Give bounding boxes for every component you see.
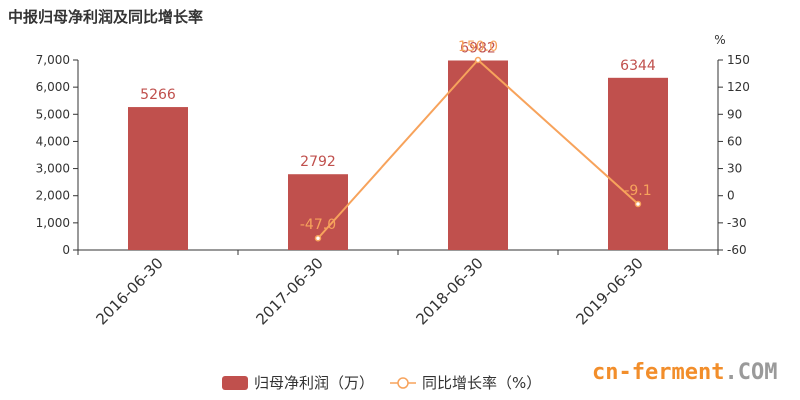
y-left-tick-label: 3,000 (36, 162, 70, 176)
y-left-tick-label: 6,000 (36, 80, 70, 94)
watermark-part1: cn-ferment (592, 360, 725, 385)
legend: 归母净利润（万） 同比增长率（%） (222, 372, 557, 393)
y-right-tick-label: -30 (727, 216, 747, 230)
line-series (314, 56, 642, 242)
legend-bar-swatch (222, 375, 248, 390)
y-left-tick-label: 5,000 (36, 107, 70, 121)
line-point (474, 56, 482, 64)
y-left-tick-label: 2,000 (36, 189, 70, 203)
x-tick-label: 2019-06-30 (572, 254, 646, 328)
y-right-tick-label: -60 (727, 243, 747, 257)
legend-line-label: 同比增长率（%） (422, 374, 542, 392)
bar-value-label: 2792 (300, 154, 336, 170)
y-left-tick-label: 4,000 (36, 134, 70, 148)
bar-value-label: 6344 (620, 58, 656, 74)
y-right-tick-label: 150 (727, 53, 750, 67)
line-point (634, 200, 642, 208)
chart-title: 中报归母净利润及同比增长率 (8, 8, 204, 26)
legend-item-line[interactable]: 同比增长率（%） (390, 372, 541, 393)
bar-value-label: 5266 (140, 87, 176, 103)
x-tick-label: 2017-06-30 (252, 254, 326, 328)
legend-item-bar[interactable]: 归母净利润（万） (222, 372, 374, 393)
line-value-label: 150.0 (458, 39, 498, 55)
bar-series (128, 60, 668, 251)
x-tick-label: 2016-06-30 (92, 254, 166, 328)
y-right-tick-label: 30 (727, 162, 742, 176)
y-right-tick-label: 120 (727, 80, 750, 94)
y-left-tick-label: 7,000 (36, 53, 70, 67)
legend-bar-label: 归母净利润（万） (254, 374, 375, 392)
y-right-tick-label: 60 (727, 134, 742, 148)
line-value-label: -9.1 (624, 183, 651, 199)
bar (608, 77, 668, 250)
data-labels: 5266 2792 6982 6344 -47.0 150.0 -9.1 (140, 39, 656, 233)
watermark-part2: .COM (724, 360, 778, 385)
bar-value-label: 6982 (460, 40, 496, 56)
y-left-tick-label: 1,000 (36, 216, 70, 230)
legend-line-swatch (390, 376, 417, 389)
x-tick-label: 2018-06-30 (412, 254, 486, 328)
y-left-tick-label: 0 (62, 243, 70, 257)
line-value-label: -47.0 (300, 217, 336, 233)
line-point (314, 234, 322, 242)
bar (128, 107, 188, 251)
watermark: cn-ferment.COM (592, 360, 777, 385)
y-right-tick-label: 0 (727, 189, 735, 203)
y-right-unit-label: % (714, 33, 725, 47)
y-right-tick-label: 90 (727, 107, 742, 121)
bar (448, 60, 508, 250)
